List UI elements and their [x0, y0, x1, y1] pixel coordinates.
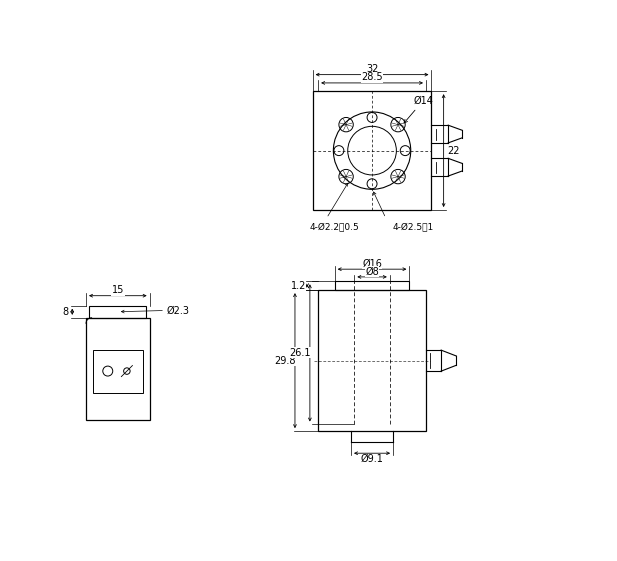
- Bar: [335, 281, 409, 290]
- Text: Ø8: Ø8: [365, 266, 379, 277]
- Text: 29.8: 29.8: [275, 356, 296, 366]
- Bar: [86, 318, 149, 420]
- Text: Ø16: Ø16: [362, 259, 382, 269]
- Text: 8: 8: [62, 307, 68, 317]
- Bar: [313, 91, 431, 210]
- Text: 4-Ø2.2深0.5: 4-Ø2.2深0.5: [310, 222, 360, 231]
- Bar: [318, 290, 426, 431]
- Text: Ø14: Ø14: [404, 95, 433, 123]
- Bar: [89, 306, 146, 318]
- Text: 22: 22: [447, 146, 460, 155]
- Text: 1.2: 1.2: [291, 280, 306, 291]
- Text: 32: 32: [366, 63, 378, 73]
- Text: 26.1: 26.1: [290, 348, 311, 358]
- Bar: [93, 350, 143, 393]
- Text: Ø9.1: Ø9.1: [360, 454, 384, 465]
- Text: 28.5: 28.5: [361, 72, 383, 82]
- Text: 15: 15: [112, 285, 124, 295]
- Text: Ø2.3: Ø2.3: [166, 306, 189, 315]
- Text: 4-Ø2.5深1: 4-Ø2.5深1: [393, 222, 434, 231]
